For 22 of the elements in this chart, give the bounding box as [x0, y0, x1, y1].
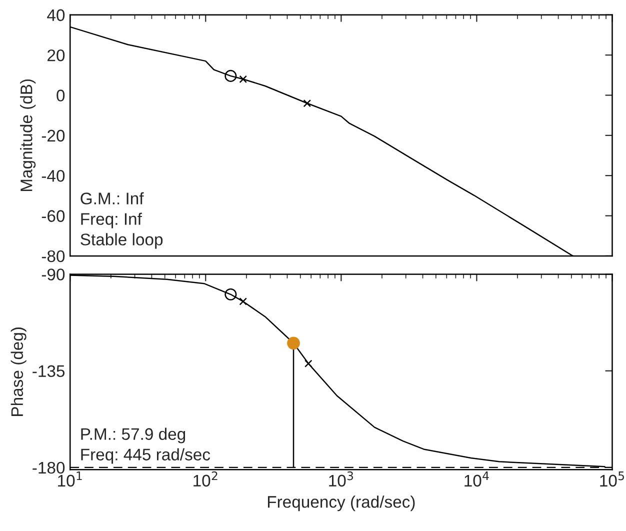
annotation: P.M.: 57.9 deg	[81, 428, 186, 444]
y-tick-label: -20	[42, 130, 65, 142]
y-tick-label: 40	[47, 9, 65, 22]
y-axis-title: Phase (deg)	[10, 328, 26, 416]
y-tick-label: -40	[42, 170, 65, 182]
y-tick-label: -60	[42, 210, 65, 222]
x-axis-title: Frequency (rad/sec)	[268, 496, 415, 512]
x-tick-label: 10$^{3}$	[329, 471, 354, 487]
annotation: Stable loop	[80, 233, 163, 249]
y-tick-label: -90	[42, 268, 65, 280]
annotation: Freq: 445 rad/sec	[81, 448, 210, 464]
y-tick-label: 0	[56, 90, 65, 102]
y-axis-title: Magnitude (dB)	[20, 79, 36, 192]
y-tick-label: 20	[48, 49, 65, 62]
annotation: G.M.: Inf	[80, 192, 144, 204]
y-tick-label: -80	[42, 250, 65, 262]
annotation: Freq: Inf	[81, 212, 142, 228]
x-tick-label: 10$^{2}$	[194, 471, 218, 487]
x-tick-label: 10$^{4}$	[464, 472, 489, 487]
x-tick-label: 10$^{5}$	[600, 472, 624, 487]
y-tick-label: -135	[32, 365, 65, 378]
y-tick-label: -180	[32, 462, 65, 474]
